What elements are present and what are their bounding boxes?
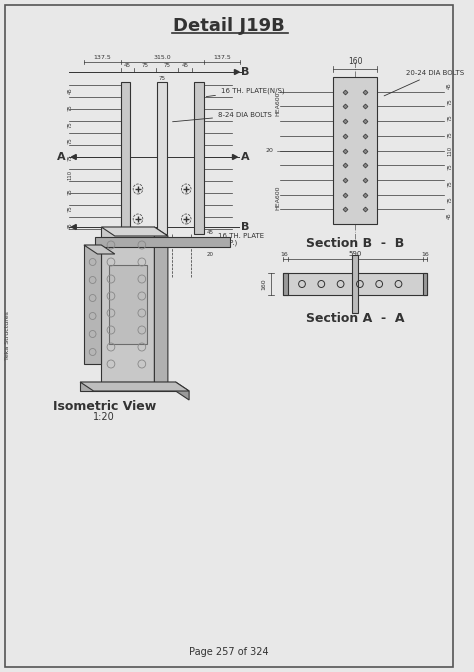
Polygon shape: [175, 382, 189, 400]
Bar: [194, 82, 203, 234]
Bar: [157, 82, 167, 234]
Text: 110: 110: [67, 170, 73, 180]
Bar: [101, 227, 155, 382]
Text: 137.5: 137.5: [213, 55, 231, 60]
Text: 137.5: 137.5: [93, 55, 111, 60]
Text: 75: 75: [67, 188, 73, 195]
Text: 75: 75: [159, 76, 165, 81]
Text: Page 257 of 324: Page 257 of 324: [189, 647, 268, 657]
Text: 45: 45: [124, 63, 131, 68]
Bar: [283, 273, 288, 295]
Text: 45: 45: [447, 82, 452, 89]
Text: 110: 110: [447, 145, 452, 155]
Text: 16 TH. PLATE
(TYP.): 16 TH. PLATE (TYP.): [189, 233, 264, 247]
Text: 20: 20: [207, 252, 213, 257]
Polygon shape: [235, 69, 239, 75]
Text: 75: 75: [67, 138, 73, 144]
Text: 75: 75: [67, 205, 73, 212]
Text: 8-24 DIA BOLTS: 8-24 DIA BOLTS: [173, 112, 272, 122]
Bar: [120, 82, 130, 234]
Text: 75: 75: [142, 63, 149, 68]
Text: 45: 45: [207, 230, 213, 235]
Text: 45: 45: [447, 212, 452, 219]
Text: 16 TH. PLATE(N/S): 16 TH. PLATE(N/S): [206, 87, 284, 97]
Text: 20: 20: [265, 148, 273, 153]
Bar: [283, 273, 428, 295]
Text: 45: 45: [182, 63, 189, 68]
Text: B: B: [241, 67, 250, 77]
Text: A: A: [57, 152, 65, 162]
Text: 160: 160: [261, 278, 266, 290]
Text: HEA600: HEA600: [275, 91, 280, 116]
Bar: [423, 273, 428, 295]
Text: 75: 75: [447, 180, 452, 187]
Text: Section B  -  B: Section B - B: [306, 237, 404, 250]
Text: 75: 75: [164, 63, 171, 68]
Polygon shape: [72, 224, 76, 230]
Text: 16: 16: [281, 252, 289, 257]
Text: Isometric View: Isometric View: [53, 400, 156, 413]
Text: Teka Structures: Teka Structures: [5, 312, 10, 360]
Bar: [94, 237, 229, 247]
Text: B: B: [241, 222, 250, 232]
Text: 75: 75: [67, 155, 73, 161]
Polygon shape: [84, 245, 115, 254]
Text: 75: 75: [447, 114, 452, 121]
Polygon shape: [72, 155, 76, 159]
Text: Detail J19B: Detail J19B: [173, 17, 284, 35]
Text: HEA600: HEA600: [275, 185, 280, 210]
Polygon shape: [233, 155, 237, 159]
Bar: [352, 255, 358, 313]
Bar: [109, 265, 146, 344]
Polygon shape: [101, 227, 168, 236]
Bar: [80, 382, 175, 391]
Text: 75: 75: [67, 121, 73, 128]
Text: 20-24 DIA BOLTS: 20-24 DIA BOLTS: [384, 70, 464, 96]
Text: A: A: [241, 152, 250, 162]
Polygon shape: [80, 382, 189, 391]
Text: 160: 160: [348, 57, 362, 66]
Text: 75: 75: [447, 131, 452, 138]
Text: Section A  -  A: Section A - A: [306, 312, 404, 325]
Bar: [84, 245, 101, 364]
Text: 75: 75: [447, 196, 452, 203]
Text: 75: 75: [447, 98, 452, 105]
Polygon shape: [155, 227, 168, 391]
Text: 590: 590: [348, 251, 362, 257]
Text: 75: 75: [67, 104, 73, 111]
Text: 16: 16: [421, 252, 429, 257]
Text: 45: 45: [67, 87, 73, 94]
Text: 315.0: 315.0: [153, 55, 171, 60]
Text: 1:20: 1:20: [93, 412, 115, 422]
Text: 75: 75: [447, 163, 452, 170]
Bar: [333, 77, 377, 224]
Text: 45: 45: [67, 222, 73, 229]
